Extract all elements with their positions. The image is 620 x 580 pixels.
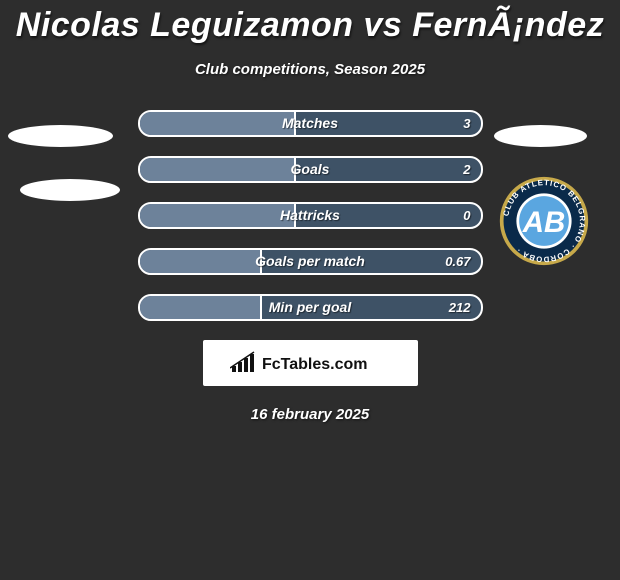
stat-value: 2 <box>463 158 470 181</box>
crest-monogram: AB <box>522 206 566 239</box>
stat-value: 212 <box>449 296 471 319</box>
stat-row-hattricks: Hattricks 0 <box>138 202 483 229</box>
crest-icon: CLUB ATLETICO BELGRANO · CORDOBA · AB <box>498 175 590 267</box>
stat-fill <box>140 204 297 227</box>
stat-fill <box>140 296 263 319</box>
stat-fill <box>140 250 263 273</box>
brand-logo-icon: FcTables.com <box>230 350 390 376</box>
stat-fill <box>140 158 297 181</box>
stat-fill <box>140 112 297 135</box>
stat-row-min-per-goal: Min per goal 212 <box>138 294 483 321</box>
subtitle: Club competitions, Season 2025 <box>0 61 620 78</box>
svg-text:FcTables.com: FcTables.com <box>262 356 368 373</box>
brand-box[interactable]: FcTables.com <box>203 340 418 386</box>
stats-panel: Matches 3 Goals 2 Hattricks 0 Goals per … <box>138 110 483 321</box>
right-placeholder-ellipse <box>494 125 587 147</box>
date-stamp: 16 february 2025 <box>0 406 620 423</box>
stat-row-goals-per-match: Goals per match 0.67 <box>138 248 483 275</box>
stat-value: 0.67 <box>445 250 470 273</box>
stat-row-goals: Goals 2 <box>138 156 483 183</box>
brand-text: FcTables.com <box>262 356 368 373</box>
stat-row-matches: Matches 3 <box>138 110 483 137</box>
stat-value: 3 <box>463 112 470 135</box>
left-placeholder-ellipse <box>20 179 120 201</box>
stat-value: 0 <box>463 204 470 227</box>
page-title: Nicolas Leguizamon vs FernÃ¡ndez <box>0 0 620 45</box>
club-crest-belgrano: CLUB ATLETICO BELGRANO · CORDOBA · AB <box>498 175 590 267</box>
left-placeholder-ellipse <box>8 125 113 147</box>
